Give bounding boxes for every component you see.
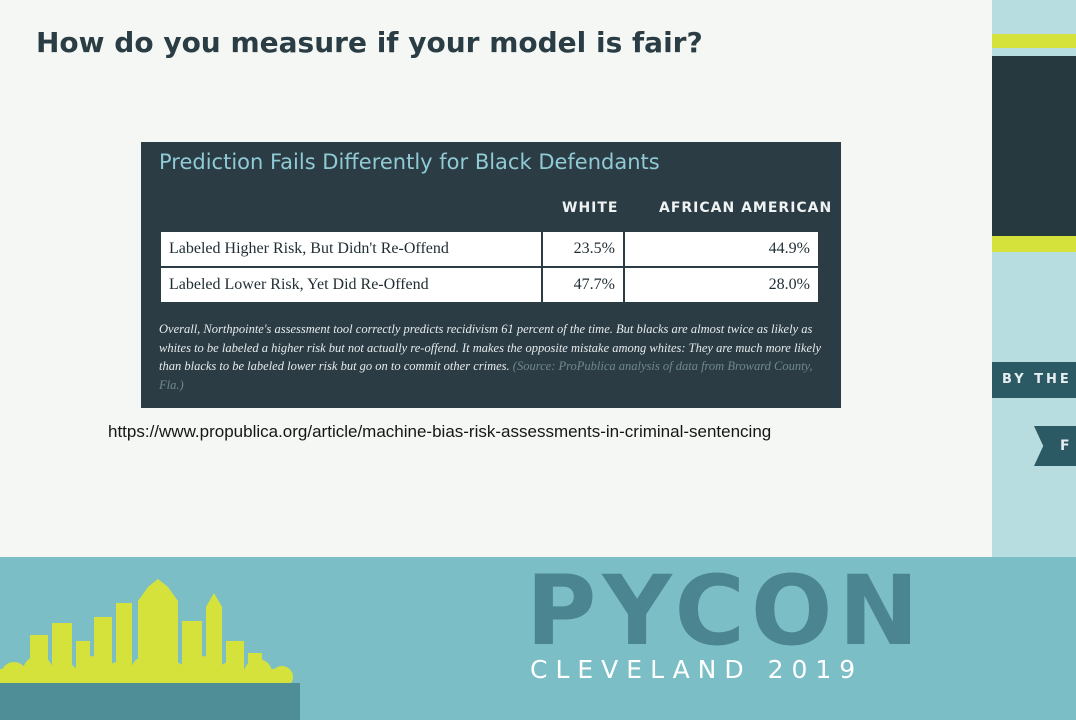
column-header-african-american: AFRICAN AMERICAN xyxy=(659,200,833,216)
caption-text: Overall, Northpointe's assessment tool c… xyxy=(159,322,822,373)
caption-source: (Source: ProPublica analysis of data fro… xyxy=(159,359,813,392)
figure-title: Prediction Fails Differently for Black D… xyxy=(159,150,660,174)
dark-panel xyxy=(992,56,1076,236)
side-decoration: BY THE xyxy=(992,0,1076,560)
risk-table: Labeled Higher Risk, But Didn't Re-Offen… xyxy=(159,230,820,304)
propublica-figure: Prediction Fails Differently for Black D… xyxy=(141,142,841,408)
conference-band: PYCON CLEVELAND 2019 xyxy=(0,557,1076,720)
cleveland-skyline-icon xyxy=(0,579,300,720)
african-american-value: 28.0% xyxy=(623,266,820,304)
african-american-value: 44.9% xyxy=(623,230,820,268)
column-header-white: WHITE xyxy=(562,200,619,216)
conference-location: CLEVELAND 2019 xyxy=(530,655,864,684)
yellow-stripe xyxy=(992,34,1076,48)
white-value: 23.5% xyxy=(541,230,625,268)
row-label: Labeled Lower Risk, Yet Did Re-Offend xyxy=(159,266,543,304)
table-row: Labeled Lower Risk, Yet Did Re-Offend 47… xyxy=(159,266,820,304)
slide-title: How do you measure if your model is fair… xyxy=(36,26,703,59)
yellow-stripe xyxy=(992,236,1076,252)
slide: How do you measure if your model is fair… xyxy=(0,0,992,557)
pycon-logo: PYCON xyxy=(526,557,925,667)
table-row: Labeled Higher Risk, But Didn't Re-Offen… xyxy=(159,230,820,268)
figure-caption: Overall, Northpointe's assessment tool c… xyxy=(159,320,824,394)
white-value: 47.7% xyxy=(541,266,625,304)
article-link[interactable]: https://www.propublica.org/article/machi… xyxy=(108,422,772,441)
row-label: Labeled Higher Risk, But Didn't Re-Offen… xyxy=(159,230,543,268)
side-banner: BY THE xyxy=(992,362,1076,398)
